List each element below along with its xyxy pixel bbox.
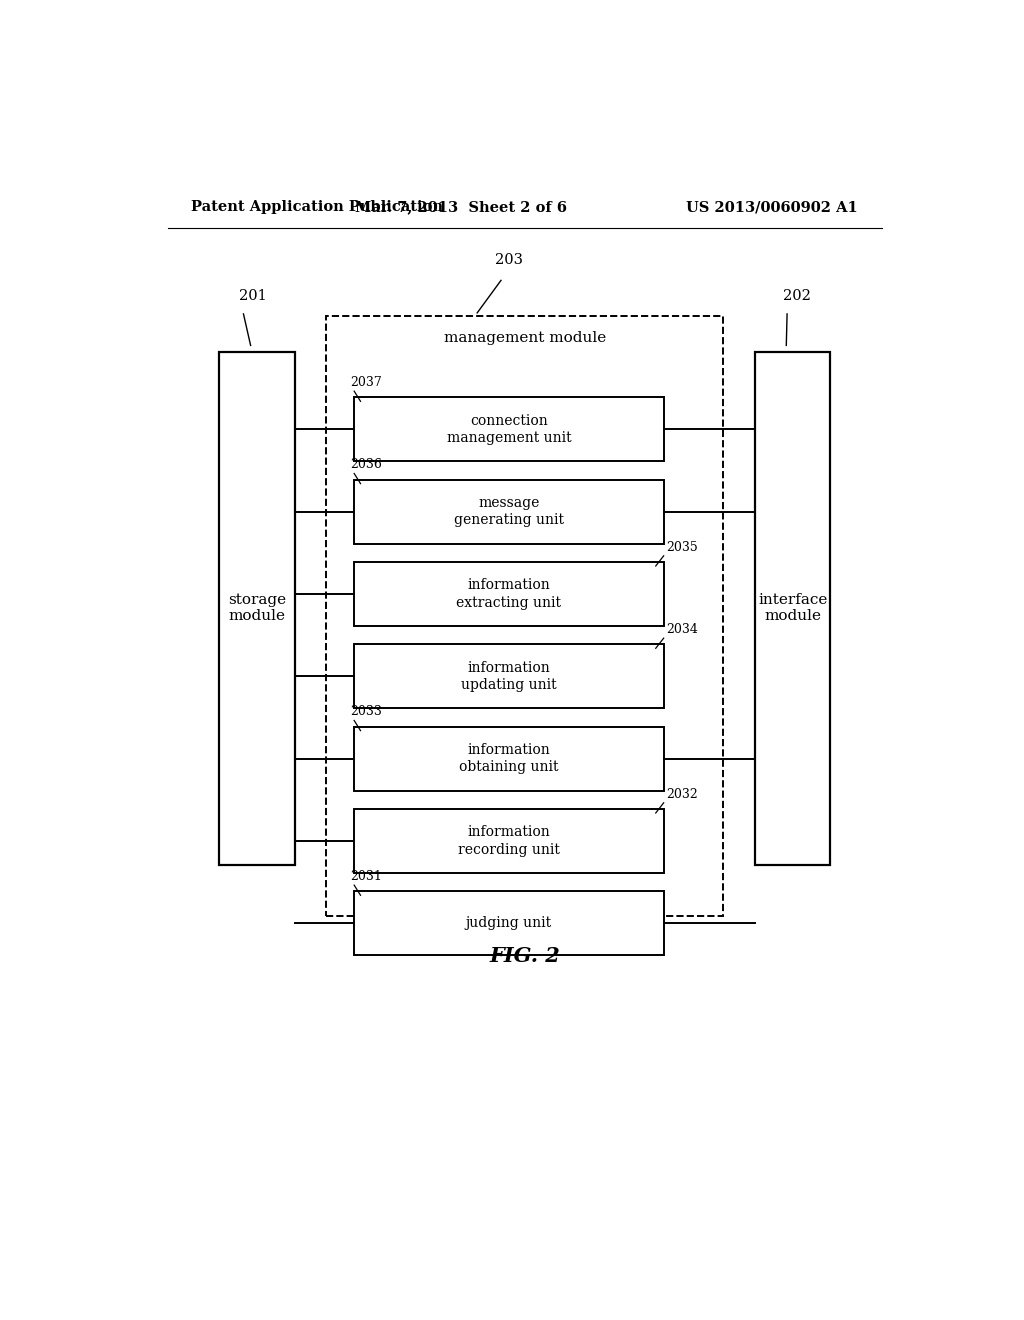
Text: 2035: 2035 [666,541,697,554]
Bar [354,397,664,461]
Bar [219,351,295,865]
Text: judging unit: judging unit [466,916,552,931]
Bar [354,479,664,544]
Text: information
updating unit: information updating unit [461,660,557,692]
Text: US 2013/0060902 A1: US 2013/0060902 A1 [686,201,858,214]
Text: Mar. 7, 2013  Sheet 2 of 6: Mar. 7, 2013 Sheet 2 of 6 [355,201,567,214]
Text: 2036: 2036 [350,458,382,471]
Bar [327,315,723,916]
Text: management module: management module [443,331,606,346]
Text: storage
module: storage module [228,593,286,623]
Text: message
generating unit: message generating unit [454,496,564,527]
Bar [354,562,664,626]
Text: 2032: 2032 [666,788,697,801]
Text: connection
management unit: connection management unit [446,413,571,445]
Text: 2034: 2034 [666,623,698,636]
Text: interface
module: interface module [758,593,827,623]
Text: information
extracting unit: information extracting unit [457,578,561,610]
Bar [755,351,830,865]
Text: 2031: 2031 [350,870,382,883]
Text: FIG. 2: FIG. 2 [489,946,560,966]
Text: 2037: 2037 [350,376,382,389]
Text: information
obtaining unit: information obtaining unit [459,743,559,775]
Text: 202: 202 [782,289,811,302]
Text: 2033: 2033 [350,705,382,718]
Bar [354,809,664,873]
Bar [354,891,664,956]
Text: Patent Application Publication: Patent Application Publication [191,201,443,214]
Bar [354,726,664,791]
Text: information
recording unit: information recording unit [458,825,560,857]
Text: 203: 203 [495,253,523,267]
Text: 201: 201 [240,289,267,302]
Bar [354,644,664,709]
